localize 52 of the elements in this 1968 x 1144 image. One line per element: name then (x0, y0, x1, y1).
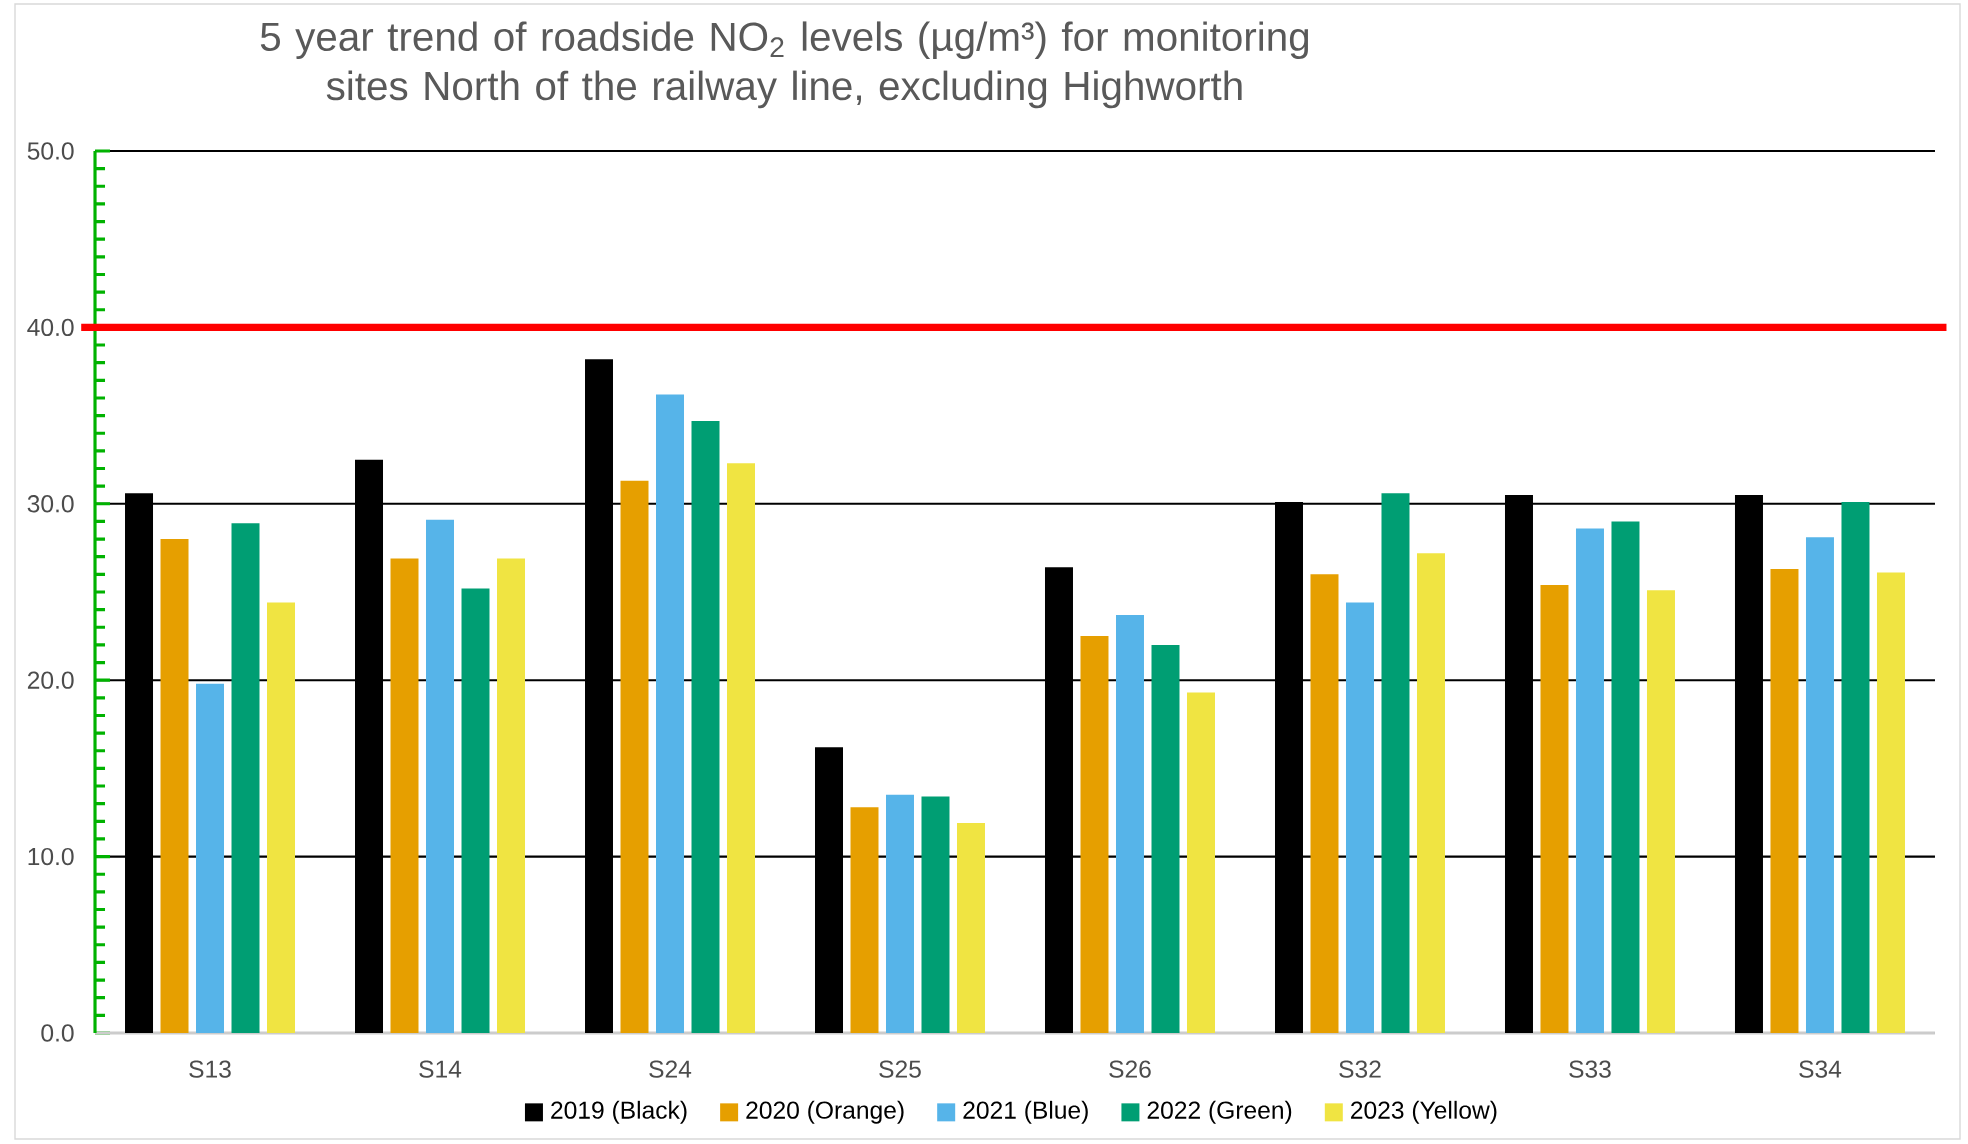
bar (1151, 644, 1180, 1033)
bar (691, 420, 720, 1033)
bar (196, 683, 225, 1033)
bar (1345, 602, 1374, 1033)
bar (956, 823, 985, 1033)
legend-label: 2020 (Orange) (746, 1100, 904, 1124)
x-tick-label: S33 (1569, 1060, 1611, 1078)
chart-title: 5 year trend of roadside NO$_{2}$ levels (µg/m³) for monitoring sites North of the railway line, excluding Highworth (260, 21, 1309, 109)
bar (620, 480, 649, 1033)
x-tick-label: S32 (1339, 1060, 1381, 1078)
bar (1310, 574, 1339, 1033)
bar (1805, 537, 1834, 1033)
legend-label: 2021 (Blue) (963, 1100, 1088, 1124)
y-tick-label: 30.0 (27, 495, 74, 513)
legend-label: 2023 (Yellow) (1351, 1100, 1497, 1124)
legend-label: 2019 (Black) (551, 1100, 687, 1124)
bar (1116, 614, 1144, 1033)
x-tick-label: S13 (189, 1060, 231, 1078)
bar (160, 539, 189, 1033)
y-tick-label: 50.0 (27, 142, 74, 160)
x-tick-label: S24 (649, 1060, 692, 1078)
x-tick-label: S34 (1799, 1060, 1842, 1078)
x-tick-label: S14 (419, 1060, 462, 1078)
bar (1646, 590, 1675, 1033)
x-tick-label: S25 (879, 1060, 921, 1078)
bar (231, 523, 260, 1033)
bar (921, 796, 950, 1033)
bar (1770, 569, 1799, 1033)
bar (656, 394, 684, 1033)
bar (1186, 692, 1215, 1033)
y-tick-label: 0.0 (41, 1024, 74, 1042)
bar (267, 602, 296, 1033)
bar (850, 807, 879, 1033)
bar (426, 519, 454, 1033)
bar (727, 463, 755, 1033)
y-tick-label: 20.0 (27, 671, 74, 689)
bar (1611, 521, 1640, 1033)
bar (461, 588, 490, 1033)
bar (1080, 636, 1109, 1033)
bar (1381, 493, 1410, 1033)
bar (885, 794, 914, 1033)
bar (390, 558, 419, 1033)
bar (1416, 553, 1445, 1033)
x-tick-label: S26 (1109, 1060, 1151, 1078)
bar (1540, 584, 1569, 1033)
bar (1876, 572, 1905, 1033)
bar (1575, 528, 1604, 1033)
bar (497, 558, 526, 1033)
bar (1841, 502, 1870, 1033)
y-tick-label: 10.0 (28, 847, 74, 866)
y-tick-label: 40.0 (27, 318, 74, 337)
legend-label: 2022 (Green) (1147, 1100, 1292, 1124)
